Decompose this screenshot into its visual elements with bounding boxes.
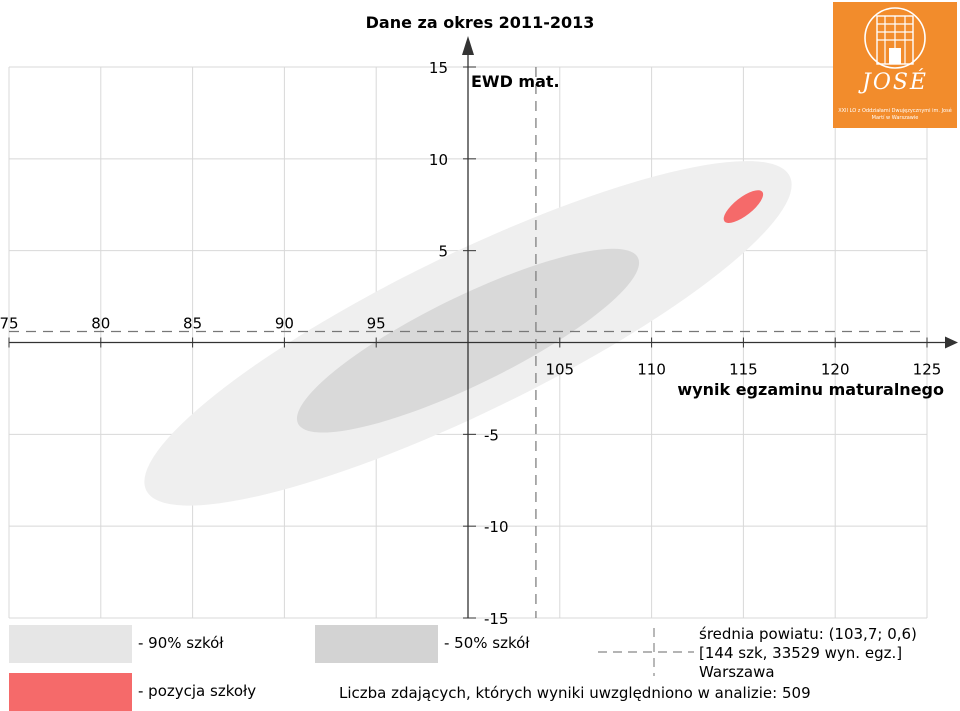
legend-swatch-school — [9, 673, 132, 711]
y-tick-label: -5 — [484, 426, 499, 444]
y-tick-label: 5 — [438, 243, 448, 261]
x-tick-label: 80 — [91, 315, 110, 333]
y-axis-label: EWD mat. — [471, 72, 560, 91]
y-axis-arrow — [462, 36, 474, 55]
y-tick-label: 15 — [429, 59, 448, 77]
y-tick-label: -15 — [484, 610, 509, 628]
legend-label-90: - 90% szkół — [138, 634, 224, 652]
chart-title: Dane za okres 2011-2013 — [366, 13, 595, 32]
x-tick-label: 115 — [729, 361, 758, 379]
legend-swatch-90 — [9, 625, 132, 663]
x-tick-label: 95 — [367, 315, 386, 333]
stats-counts: [144 szk, 33529 wyn. egz.] — [699, 644, 903, 662]
x-tick-label: 85 — [183, 315, 202, 333]
analysis-count: Liczba zdających, których wyniki uwzględ… — [339, 684, 811, 702]
stats-city: Warszawa — [699, 663, 775, 681]
logo-name: JOSÉ — [862, 70, 928, 95]
x-axis-arrow — [945, 336, 958, 349]
county-stats: średnia powiatu: (103,7; 0,6) [144 szk, … — [699, 625, 917, 682]
stats-mean: średnia powiatu: (103,7; 0,6) — [699, 625, 917, 643]
axes — [9, 36, 958, 618]
legend-label-50: - 50% szkół — [444, 634, 530, 652]
school-position — [723, 190, 764, 223]
x-tick-label: 90 — [275, 315, 294, 333]
x-tick-label: 125 — [913, 361, 942, 379]
school-logo: JOSÉ XXII LO z Oddziałami Dwujęzycznymi … — [833, 2, 957, 128]
legend-swatch-50 — [315, 625, 438, 663]
x-axis-label: wynik egzaminu maturalnego — [677, 380, 944, 399]
x-tick-label: 105 — [545, 361, 574, 379]
logo-subtitle: XXII LO z Oddziałami Dwujęzycznymi im. J… — [838, 108, 952, 121]
x-tick-label: 75 — [0, 315, 19, 333]
y-tick-label: 10 — [429, 151, 448, 169]
legend-label-school: - pozycja szkoły — [138, 682, 257, 700]
x-tick-label: 120 — [821, 361, 850, 379]
x-tick-label: 110 — [637, 361, 666, 379]
legend-mean-cross — [598, 628, 694, 676]
building-icon — [864, 7, 926, 69]
y-tick-label: -10 — [484, 518, 509, 536]
